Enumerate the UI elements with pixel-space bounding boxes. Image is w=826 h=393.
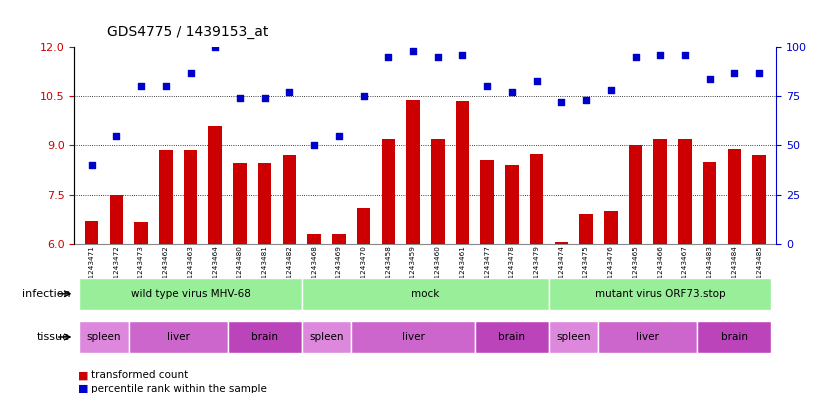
Point xyxy=(209,44,222,50)
Text: mutant virus ORF73.stop: mutant virus ORF73.stop xyxy=(595,289,725,299)
Bar xyxy=(282,155,297,244)
Bar xyxy=(79,321,129,353)
Point xyxy=(481,83,494,90)
Text: liver: liver xyxy=(401,332,425,342)
Text: tissue: tissue xyxy=(37,332,70,342)
Text: transformed count: transformed count xyxy=(91,370,188,380)
Point xyxy=(653,52,667,58)
Text: wild type virus MHV-68: wild type virus MHV-68 xyxy=(131,289,250,299)
Point xyxy=(159,83,173,90)
Bar xyxy=(332,234,345,244)
Bar xyxy=(406,99,420,244)
Bar xyxy=(456,101,469,244)
Point xyxy=(703,75,716,82)
Point xyxy=(234,95,247,101)
Point xyxy=(135,83,148,90)
Point xyxy=(357,93,370,99)
Point xyxy=(604,87,617,94)
Bar xyxy=(129,321,228,353)
Point xyxy=(258,95,271,101)
Text: spleen: spleen xyxy=(309,332,344,342)
Bar xyxy=(579,214,593,244)
Point xyxy=(506,89,519,95)
Text: spleen: spleen xyxy=(557,332,591,342)
Text: liver: liver xyxy=(637,332,659,342)
Bar xyxy=(431,139,444,244)
Bar xyxy=(357,208,370,244)
Point xyxy=(382,54,395,60)
Point xyxy=(752,70,766,76)
Bar xyxy=(159,151,173,244)
Bar xyxy=(475,321,549,353)
Bar xyxy=(703,162,716,244)
Point xyxy=(629,54,642,60)
Bar xyxy=(506,165,519,244)
Bar xyxy=(258,163,272,244)
Bar xyxy=(183,151,197,244)
Bar xyxy=(554,242,568,244)
Point xyxy=(431,54,444,60)
Bar xyxy=(307,234,321,244)
Bar xyxy=(79,278,301,310)
Bar xyxy=(228,321,301,353)
Bar xyxy=(629,145,643,244)
Bar xyxy=(208,126,222,244)
Point xyxy=(456,52,469,58)
Text: spleen: spleen xyxy=(87,332,121,342)
Point xyxy=(580,97,593,103)
Bar xyxy=(529,154,544,244)
Point xyxy=(555,99,568,105)
Point xyxy=(110,132,123,139)
Bar xyxy=(549,278,771,310)
Bar xyxy=(697,321,771,353)
Text: GDS4775 / 1439153_at: GDS4775 / 1439153_at xyxy=(107,25,268,39)
Bar xyxy=(110,195,123,244)
Text: ■: ■ xyxy=(78,370,89,380)
Text: brain: brain xyxy=(498,332,525,342)
Bar xyxy=(135,222,148,244)
Bar xyxy=(301,278,549,310)
Bar xyxy=(481,160,494,244)
Text: brain: brain xyxy=(251,332,278,342)
Bar xyxy=(599,321,697,353)
Text: infection: infection xyxy=(21,289,70,299)
Bar xyxy=(233,163,247,244)
Point xyxy=(678,52,691,58)
Text: brain: brain xyxy=(721,332,748,342)
Bar xyxy=(549,321,599,353)
Bar xyxy=(382,139,395,244)
Bar xyxy=(604,211,618,244)
Point xyxy=(728,70,741,76)
Bar xyxy=(85,221,98,244)
Text: mock: mock xyxy=(411,289,439,299)
Bar xyxy=(653,139,667,244)
Point xyxy=(406,48,420,54)
Bar xyxy=(678,139,691,244)
Text: ■: ■ xyxy=(78,384,89,393)
Text: percentile rank within the sample: percentile rank within the sample xyxy=(91,384,267,393)
Bar xyxy=(728,149,741,244)
Point xyxy=(307,142,320,149)
Bar xyxy=(351,321,475,353)
Point xyxy=(530,77,544,84)
Point xyxy=(282,89,296,95)
Text: liver: liver xyxy=(167,332,190,342)
Point xyxy=(184,70,197,76)
Bar xyxy=(301,321,351,353)
Bar xyxy=(752,155,766,244)
Point xyxy=(85,162,98,168)
Point xyxy=(332,132,345,139)
